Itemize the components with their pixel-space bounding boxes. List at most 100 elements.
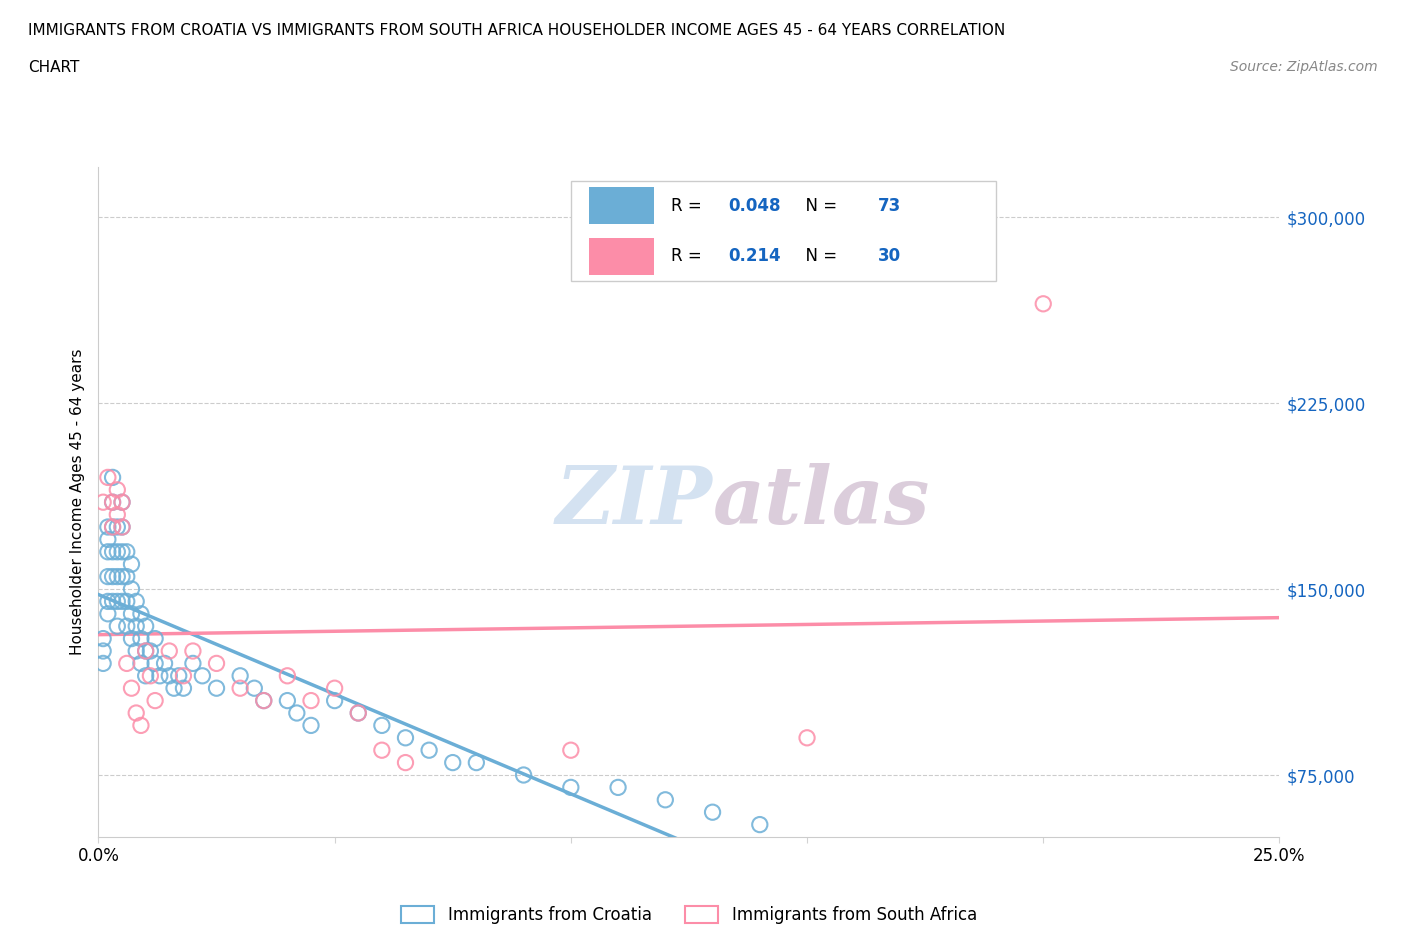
- Point: [702, 804, 724, 819]
- Point: [111, 520, 134, 535]
- Text: R =: R =: [671, 247, 707, 265]
- Point: [135, 644, 157, 658]
- Point: [105, 507, 128, 522]
- Point: [111, 495, 134, 510]
- Point: [253, 693, 276, 708]
- Point: [135, 644, 157, 658]
- Point: [121, 581, 143, 596]
- Point: [121, 606, 143, 621]
- Point: [105, 569, 128, 584]
- Point: [97, 532, 120, 547]
- Point: [101, 495, 124, 510]
- Point: [105, 618, 128, 633]
- Point: [105, 520, 128, 535]
- Point: [205, 656, 228, 671]
- Point: [111, 544, 134, 559]
- Point: [394, 730, 416, 745]
- Y-axis label: Householder Income Ages 45 - 64 years: Householder Income Ages 45 - 64 years: [69, 349, 84, 656]
- Point: [97, 470, 120, 485]
- FancyBboxPatch shape: [571, 180, 995, 281]
- Point: [97, 569, 120, 584]
- Point: [91, 656, 114, 671]
- Point: [323, 693, 346, 708]
- Point: [101, 520, 124, 535]
- Point: [299, 693, 322, 708]
- Point: [105, 544, 128, 559]
- Point: [347, 706, 370, 721]
- Point: [115, 594, 138, 609]
- Text: N =: N =: [796, 197, 842, 215]
- Point: [129, 718, 152, 733]
- Point: [111, 495, 134, 510]
- Point: [125, 594, 148, 609]
- Point: [97, 594, 120, 609]
- Point: [607, 780, 630, 795]
- Point: [418, 743, 440, 758]
- Point: [101, 569, 124, 584]
- Point: [276, 693, 298, 708]
- Point: [135, 618, 157, 633]
- Point: [139, 644, 162, 658]
- Point: [299, 718, 322, 733]
- Point: [97, 606, 120, 621]
- Point: [143, 656, 166, 671]
- Point: [101, 594, 124, 609]
- Point: [115, 569, 138, 584]
- Point: [121, 557, 143, 572]
- Text: N =: N =: [796, 247, 842, 265]
- Point: [163, 681, 186, 696]
- Point: [129, 631, 152, 646]
- Point: [125, 644, 148, 658]
- Point: [654, 792, 676, 807]
- Point: [253, 693, 276, 708]
- Point: [371, 743, 394, 758]
- Point: [139, 669, 162, 684]
- Point: [125, 618, 148, 633]
- Point: [441, 755, 464, 770]
- Text: R =: R =: [671, 197, 707, 215]
- Point: [191, 669, 214, 684]
- Point: [347, 706, 370, 721]
- Point: [111, 594, 134, 609]
- Point: [276, 669, 298, 684]
- Point: [157, 669, 180, 684]
- Point: [105, 594, 128, 609]
- Point: [125, 706, 148, 721]
- Point: [181, 644, 204, 658]
- Point: [560, 780, 582, 795]
- Point: [229, 681, 252, 696]
- Point: [172, 681, 194, 696]
- Point: [1032, 297, 1054, 312]
- Point: [143, 631, 166, 646]
- Point: [135, 669, 157, 684]
- Point: [205, 681, 228, 696]
- Text: IMMIGRANTS FROM CROATIA VS IMMIGRANTS FROM SOUTH AFRICA HOUSEHOLDER INCOME AGES : IMMIGRANTS FROM CROATIA VS IMMIGRANTS FR…: [28, 23, 1005, 38]
- Point: [91, 631, 114, 646]
- Point: [157, 644, 180, 658]
- FancyBboxPatch shape: [589, 238, 654, 274]
- Point: [181, 656, 204, 671]
- Point: [121, 681, 143, 696]
- FancyBboxPatch shape: [589, 188, 654, 224]
- Point: [91, 644, 114, 658]
- Point: [97, 544, 120, 559]
- Point: [115, 618, 138, 633]
- Text: atlas: atlas: [713, 463, 929, 541]
- Point: [229, 669, 252, 684]
- Point: [285, 706, 308, 721]
- Point: [105, 483, 128, 498]
- Text: ZIP: ZIP: [555, 463, 713, 541]
- Point: [323, 681, 346, 696]
- Point: [394, 755, 416, 770]
- Point: [172, 669, 194, 684]
- Text: 0.214: 0.214: [728, 247, 780, 265]
- Point: [143, 693, 166, 708]
- Point: [121, 631, 143, 646]
- Point: [101, 520, 124, 535]
- Point: [111, 569, 134, 584]
- Point: [243, 681, 266, 696]
- Legend: Immigrants from Croatia, Immigrants from South Africa: Immigrants from Croatia, Immigrants from…: [394, 899, 984, 930]
- Point: [101, 495, 124, 510]
- Point: [153, 656, 176, 671]
- Point: [129, 656, 152, 671]
